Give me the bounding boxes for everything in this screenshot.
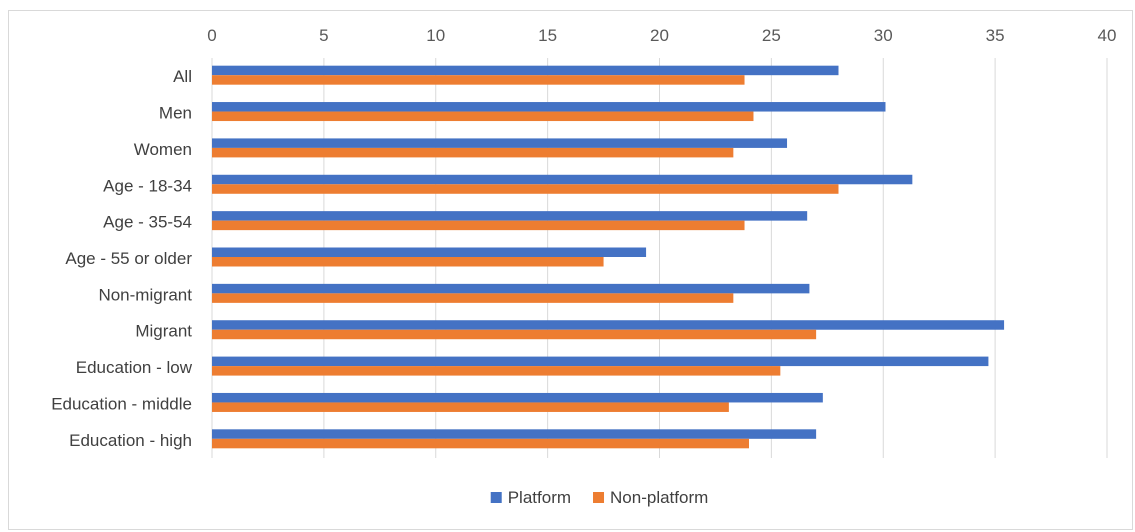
bar-non-platform-5 [212, 257, 604, 267]
bar-platform-1 [212, 102, 886, 112]
bar-platform-0 [212, 65, 839, 76]
bar-non-platform-9 [212, 402, 729, 412]
bar-non-platform-3 [212, 184, 839, 194]
x-tick-label: 25 [762, 26, 781, 45]
bars [212, 65, 1005, 449]
category-label: Men [159, 104, 192, 123]
x-tick-label: 40 [1098, 26, 1117, 45]
x-axis-ticks: 0 5 10 15 20 25 30 35 40 [207, 26, 1116, 45]
bar-platform-5 [212, 247, 647, 257]
x-tick-label: 35 [986, 26, 1005, 45]
bar-platform-2 [212, 138, 788, 148]
legend-swatch [593, 492, 605, 503]
bar-platform-10 [212, 429, 817, 439]
category-label: Migrant [135, 322, 192, 341]
x-tick-label: 20 [650, 26, 669, 45]
x-tick-label: 15 [538, 26, 557, 45]
x-tick-label: 0 [207, 26, 216, 45]
bar-platform-3 [212, 174, 913, 185]
bar-platform-8 [212, 356, 989, 367]
bar-non-platform-8 [212, 366, 781, 376]
category-label: Education - high [69, 431, 192, 450]
legend: Platform Non-platform [490, 488, 708, 507]
x-tick-label: 10 [426, 26, 445, 45]
bar-platform-6 [212, 283, 810, 294]
category-label: Education - middle [51, 394, 192, 413]
category-labels: All Men Women Age - 18-34 Age - 35-54 Age - 5… [51, 67, 193, 450]
category-label: Education - low [76, 358, 193, 377]
legend-item-non-platform: Non-platform [593, 488, 708, 507]
category-label: All [173, 67, 192, 86]
x-tick-label: 30 [874, 26, 893, 45]
bar-non-platform-10 [212, 438, 749, 449]
bar-platform-4 [212, 211, 808, 221]
chart-frame: 0 5 10 15 20 25 30 35 40 All Men Women Age - 18-34 A… [8, 10, 1133, 530]
bar-platform-9 [212, 392, 823, 403]
bar-non-platform-4 [212, 220, 745, 231]
bar-non-platform-7 [212, 329, 817, 340]
category-label: Age - 35-54 [103, 213, 192, 232]
bar-platform-7 [212, 320, 1005, 330]
bar-non-platform-1 [212, 111, 754, 122]
x-tick-label: 5 [319, 26, 328, 45]
legend-item-platform: Platform [490, 488, 571, 507]
bar-non-platform-2 [212, 147, 734, 158]
legend-swatch [490, 492, 502, 503]
bar-non-platform-0 [212, 75, 745, 85]
legend-label: Non-platform [610, 488, 708, 507]
category-label: Women [134, 140, 192, 159]
gridlines [211, 58, 1108, 458]
legend-label: Platform [508, 488, 571, 507]
category-label: Non-migrant [98, 285, 192, 304]
category-label: Age - 18-34 [103, 176, 192, 195]
category-label: Age - 55 or older [65, 249, 192, 268]
bar-non-platform-6 [212, 293, 734, 303]
